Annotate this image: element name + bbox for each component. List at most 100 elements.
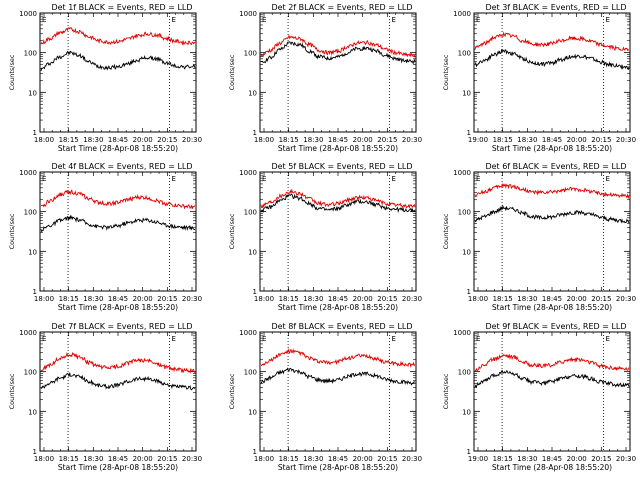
y-tick-label: 1 [253,448,257,456]
x-tick-label: 20:30 [402,136,422,144]
y-axis-label: Counts/sec [442,54,450,90]
lld-series-line [40,27,196,46]
plot-frame [259,171,417,292]
x-tick-label: 18:15 [493,136,513,144]
y-tick-label: 1000 [19,169,37,177]
x-tick-label: 18:30 [517,455,537,463]
x-tick-label: 18:30 [517,295,537,303]
y-tick-label: 100 [244,50,257,58]
x-tick-label: 18:15 [279,295,299,303]
events-series-line [474,369,630,389]
y-tick-label: 10 [462,248,471,256]
plot-frame [259,12,417,133]
y-axis-label: Counts/sec [228,213,236,249]
x-tick-label: 19:00 [468,136,488,144]
chart-panel: Det 8f BLACK = Events, RED = LLD 1 10 100 10… [228,322,422,472]
y-tick-label: 10 [28,89,37,97]
x-tick-label: 18:00 [254,295,274,303]
y-tick-label: 10 [248,89,257,97]
chart-title: Det 6f BLACK = Events, RED = LLD [485,162,626,171]
chart-panel: Det 7f BLACK = Events, RED = LLD 1 10 100 10… [8,322,202,472]
e-annotation: E [605,16,609,24]
events-series-line [40,214,196,233]
x-tick-label: 20:15 [377,136,397,144]
lld-series-line [260,348,416,368]
x-tick-label: 20:15 [377,455,397,463]
x-tick-label: 20:15 [591,136,611,144]
chart-panel: Det 6f BLACK = Events, RED = LLD 1 10 100 10… [442,162,636,312]
y-tick-label: 100 [458,50,471,58]
x-tick-label: 18:15 [59,455,79,463]
y-tick-label: 100 [24,369,37,377]
plot-frame [259,331,417,452]
e-annotation: E [171,16,175,24]
events-series-line [474,204,630,224]
y-tick-label: 1 [253,288,257,296]
chart-title: Det 8f BLACK = Events, RED = LLD [271,322,412,331]
x-tick-label: 20:00 [353,295,373,303]
x-tick-label: 18:45 [328,295,348,303]
x-tick-label: 18:45 [542,295,562,303]
x-tick-label: 20:15 [591,455,611,463]
chart-title: Det 2f BLACK = Events, RED = LLD [271,3,412,12]
y-tick-label: 1 [467,288,471,296]
x-tick-label: 18:15 [493,455,513,463]
events-series-line [40,50,196,72]
y-tick-label: 10 [462,89,471,97]
x-tick-label: 18:00 [34,455,54,463]
x-tick-label: 18:30 [83,136,103,144]
x-tick-label: 18:45 [108,455,128,463]
plot-frame [473,171,631,292]
y-tick-label: 100 [458,209,471,217]
y-axis-label: Counts/sec [442,373,450,409]
lld-series-line [260,34,416,58]
e-annotation: E [476,175,480,183]
e-annotation: E [42,16,46,24]
lld-series-line [260,188,416,209]
x-tick-label: 20:00 [353,136,373,144]
y-axis-label: Counts/sec [228,54,236,90]
x-tick-label: 18:00 [34,136,54,144]
y-tick-label: 10 [462,408,471,416]
y-tick-label: 1000 [239,10,257,18]
y-tick-label: 100 [244,209,257,217]
x-tick-label: 18:00 [34,295,54,303]
x-tick-label: 18:30 [517,136,537,144]
e-annotation: E [171,335,175,343]
e-annotation: E [262,175,266,183]
x-tick-label: 18:15 [493,295,513,303]
y-tick-label: 1 [467,448,471,456]
x-tick-label: 20:00 [567,136,587,144]
chart-title: Det 1f BLACK = Events, RED = LLD [51,3,192,12]
events-series-line [260,193,416,214]
e-annotation: E [391,16,395,24]
chart-panel: Det 5f BLACK = Events, RED = LLD 1 10 100 10… [228,162,422,312]
x-tick-label: 18:00 [468,295,488,303]
plot-frame [473,12,631,133]
x-tick-label: 20:15 [157,455,177,463]
x-tick-label: 20:00 [567,295,587,303]
y-axis-label: Counts/sec [8,373,16,409]
x-axis-label: Start Time (28-Apr-08 18:55:20) [58,303,178,312]
x-axis-label: Start Time (28-Apr-08 18:55:20) [58,463,178,472]
x-tick-label: 18:30 [83,295,103,303]
x-axis-label: Start Time (28-Apr-08 18:55:20) [278,144,398,153]
events-series-line [40,372,196,391]
x-tick-label: 18:15 [59,136,79,144]
y-tick-label: 1 [33,448,37,456]
e-annotation: E [605,335,609,343]
chart-panel: Det 2f BLACK = Events, RED = LLD 1 10 100 10… [228,3,422,153]
chart-title: Det 5f BLACK = Events, RED = LLD [271,162,412,171]
events-series-line [260,367,416,386]
x-tick-label: 18:15 [59,295,79,303]
y-tick-label: 1000 [453,329,471,337]
plot-frame [473,331,631,452]
e-annotation: E [391,335,395,343]
y-tick-label: 1000 [19,10,37,18]
chart-panel: Det 3f BLACK = Events, RED = LLD 1 10 100 10… [442,3,636,153]
x-tick-label: 20:15 [377,295,397,303]
chart-title: Det 9f BLACK = Events, RED = LLD [485,322,626,331]
plot-frame [39,171,197,292]
events-series-line [474,48,630,71]
y-axis-label: Counts/sec [8,213,16,249]
